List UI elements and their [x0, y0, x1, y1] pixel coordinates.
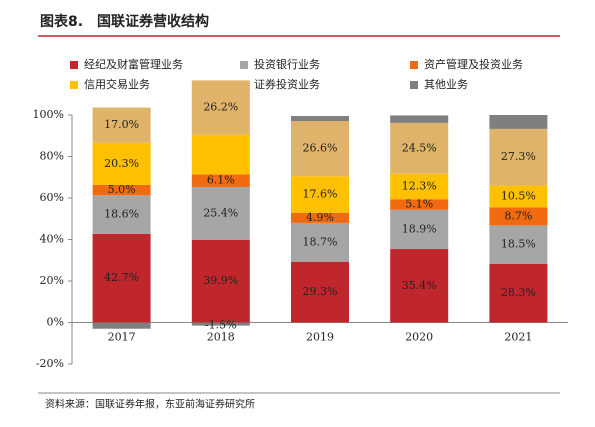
bar-segment: [390, 199, 449, 210]
bar-segment: [390, 173, 449, 200]
value-label: 20.3%: [104, 157, 139, 170]
bar-segment: [489, 207, 548, 226]
value-label: 26.6%: [303, 142, 338, 155]
legend-swatch: [70, 81, 78, 89]
x-tick-label: 2017: [108, 331, 136, 344]
bar-segment: [489, 263, 548, 323]
x-tick-label: 2020: [405, 331, 433, 344]
y-tick-label: -20%: [36, 357, 64, 370]
source: 资料来源：国联证券年报，东亚前海证券研究所: [45, 398, 255, 411]
value-label: 18.5%: [501, 238, 536, 251]
x-tick-label: 2021: [504, 331, 532, 344]
bar-segment: [291, 222, 349, 262]
value-label: 17.6%: [303, 187, 338, 200]
bar-segment: [489, 185, 548, 208]
legend-label: 其他业务: [424, 78, 468, 91]
value-label: 12.3%: [402, 179, 437, 192]
bar-segment: [191, 174, 250, 188]
bar-segment: [92, 142, 151, 185]
value-label: 39.9%: [203, 274, 238, 287]
bar-segment: [92, 233, 151, 323]
bar-segment: [191, 80, 250, 135]
bar-segment: [390, 209, 449, 250]
value-label: 28.3%: [501, 286, 536, 299]
legend-label: 投资银行业务: [254, 57, 320, 71]
value-label: 4.9%: [306, 211, 334, 224]
value-label: 18.6%: [104, 208, 139, 221]
legend-swatch: [70, 61, 78, 69]
legend-label: 资产管理及投资业务: [424, 57, 523, 71]
bar-segment: [489, 225, 548, 264]
bar-segment: [489, 115, 548, 129]
bar-segment: [291, 121, 349, 177]
bar-segment: [489, 128, 548, 186]
value-label: 29.3%: [303, 285, 338, 298]
y-tick-label: 20%: [40, 274, 64, 287]
legend-swatch: [410, 81, 418, 89]
bar-segment: [92, 107, 151, 143]
bar-segment: [390, 115, 449, 123]
value-label: 5.0%: [108, 183, 136, 196]
legend-label: 信用交易业务: [84, 77, 150, 91]
bar-segment: [191, 187, 250, 240]
chart-title: 图表8. 国联证券营收结构: [40, 13, 209, 30]
value-label: 24.5%: [402, 141, 437, 154]
bar-segment: [92, 322, 151, 329]
legend-label: 经纪及财富管理业务: [84, 57, 183, 71]
bar-segment: [92, 195, 151, 234]
value-label: 10.5%: [501, 189, 536, 202]
y-tick-label: 40%: [40, 233, 64, 246]
value-label: 18.9%: [402, 222, 437, 235]
bar-segment: [191, 239, 250, 323]
value-label: 8.7%: [504, 209, 532, 222]
value-label: 17.0%: [104, 118, 139, 131]
legend-label: 证券投资业务: [254, 77, 320, 91]
legend-swatch: [410, 61, 418, 69]
value-label: 26.2%: [203, 101, 238, 114]
value-label: 5.1%: [405, 198, 433, 211]
bar-segment: [291, 212, 349, 223]
y-tick-label: 80%: [40, 150, 64, 163]
value-label: 6.1%: [207, 174, 235, 187]
bar-segment: [390, 122, 449, 174]
bar-segment: [291, 261, 349, 323]
value-label: -1.5%: [205, 319, 237, 332]
value-label: 42.7%: [104, 271, 139, 284]
value-label: 27.3%: [501, 150, 536, 163]
value-label: 25.4%: [203, 206, 238, 219]
bar-segment: [291, 116, 349, 122]
bar-segment: [191, 134, 250, 175]
x-tick-label: 2019: [306, 331, 334, 344]
bar-segment: [191, 322, 250, 326]
value-label: 35.4%: [402, 279, 437, 292]
bar-segment: [390, 249, 449, 323]
legend-swatch: [240, 61, 248, 69]
value-label: 18.7%: [303, 235, 338, 248]
y-tick-label: 100%: [33, 108, 64, 121]
bar-segment: [291, 176, 349, 213]
y-tick-label: 0%: [47, 316, 64, 329]
x-tick-label: 2018: [207, 331, 235, 344]
y-tick-label: 60%: [40, 191, 64, 204]
bar-segment: [92, 184, 151, 196]
